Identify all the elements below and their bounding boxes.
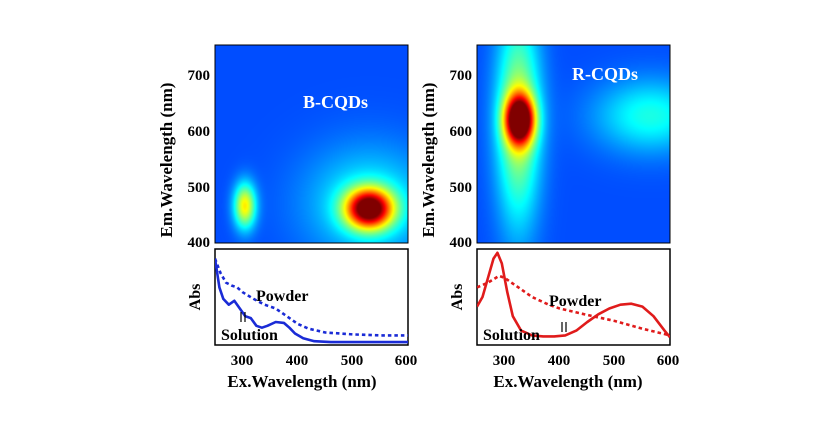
heatmap-r-yticks: 700 600 500 400	[450, 68, 473, 251]
abs-r-xlabel: Ex.Wavelength (nm)	[493, 372, 642, 391]
abs-r-break-marker	[561, 322, 567, 332]
abs-b-solution-line	[215, 258, 408, 344]
heatmap-b-frame	[214, 44, 409, 244]
heatmap-r-ytick-500: 500	[450, 180, 473, 196]
abs-b-powder-label: Powder	[256, 288, 308, 305]
heatmap-b-ytick-600: 600	[188, 124, 211, 140]
heatmap-b-label: B-CQDs	[303, 92, 368, 112]
abs-b-plot: Powder Solution	[214, 248, 409, 346]
abs-b-solution-label: Solution	[221, 327, 278, 344]
heatmap-r-ytick-600: 600	[450, 124, 473, 140]
heatmap-r-cqds	[476, 44, 671, 244]
abs-r-powder-line	[477, 274, 670, 337]
heatmap-b-cqds	[214, 44, 409, 244]
heatmap-b-ytick-700: 700	[188, 68, 211, 84]
abs-b-xtick-400: 400	[286, 353, 309, 369]
abs-r-xtick-500: 500	[603, 353, 626, 369]
heatmap-b-ytick-500: 500	[188, 180, 211, 196]
abs-b-series	[215, 258, 408, 344]
abs-r-solution-line	[477, 251, 670, 339]
abs-r-plot: Powder Solution	[476, 248, 671, 346]
abs-r-series	[477, 251, 670, 339]
abs-b-xtick-300: 300	[231, 353, 254, 369]
heatmap-r-ylabel: Em.Wavelength (nm)	[419, 83, 438, 238]
panel-b-cqds: B-CQDs 700 600 500 400 Em.Wavelength (nm…	[157, 44, 418, 391]
abs-b-ylabel: Abs	[187, 284, 204, 311]
abs-r-xtick-600: 600	[657, 353, 680, 369]
abs-b-xtick-500: 500	[341, 353, 364, 369]
abs-b-break-marker	[240, 312, 246, 322]
abs-r-xticks: 300 400 500 600	[493, 353, 680, 369]
heatmap-b-ytick-400: 400	[188, 235, 211, 251]
panel-r-cqds: R-CQDs 700 600 500 400 Em.Wavelength (nm…	[419, 44, 680, 391]
abs-r-powder-label: Powder	[549, 293, 601, 310]
abs-b-xtick-600: 600	[395, 353, 418, 369]
heatmap-r-frame	[476, 44, 671, 244]
heatmap-r-ytick-700: 700	[450, 68, 473, 84]
heatmap-r-label: R-CQDs	[572, 64, 638, 84]
abs-b-powder-line	[215, 258, 408, 337]
abs-r-ylabel: Abs	[449, 284, 466, 311]
abs-r-xtick-300: 300	[493, 353, 516, 369]
abs-r-solution-label: Solution	[483, 327, 540, 344]
abs-b-xticks: 300 400 500 600	[231, 353, 418, 369]
heatmap-b-yticks: 700 600 500 400	[188, 68, 211, 251]
abs-b-xlabel: Ex.Wavelength (nm)	[227, 372, 376, 391]
abs-r-xtick-400: 400	[548, 353, 571, 369]
heatmap-r-ytick-400: 400	[450, 235, 473, 251]
heatmap-b-ylabel: Em.Wavelength (nm)	[157, 83, 176, 238]
